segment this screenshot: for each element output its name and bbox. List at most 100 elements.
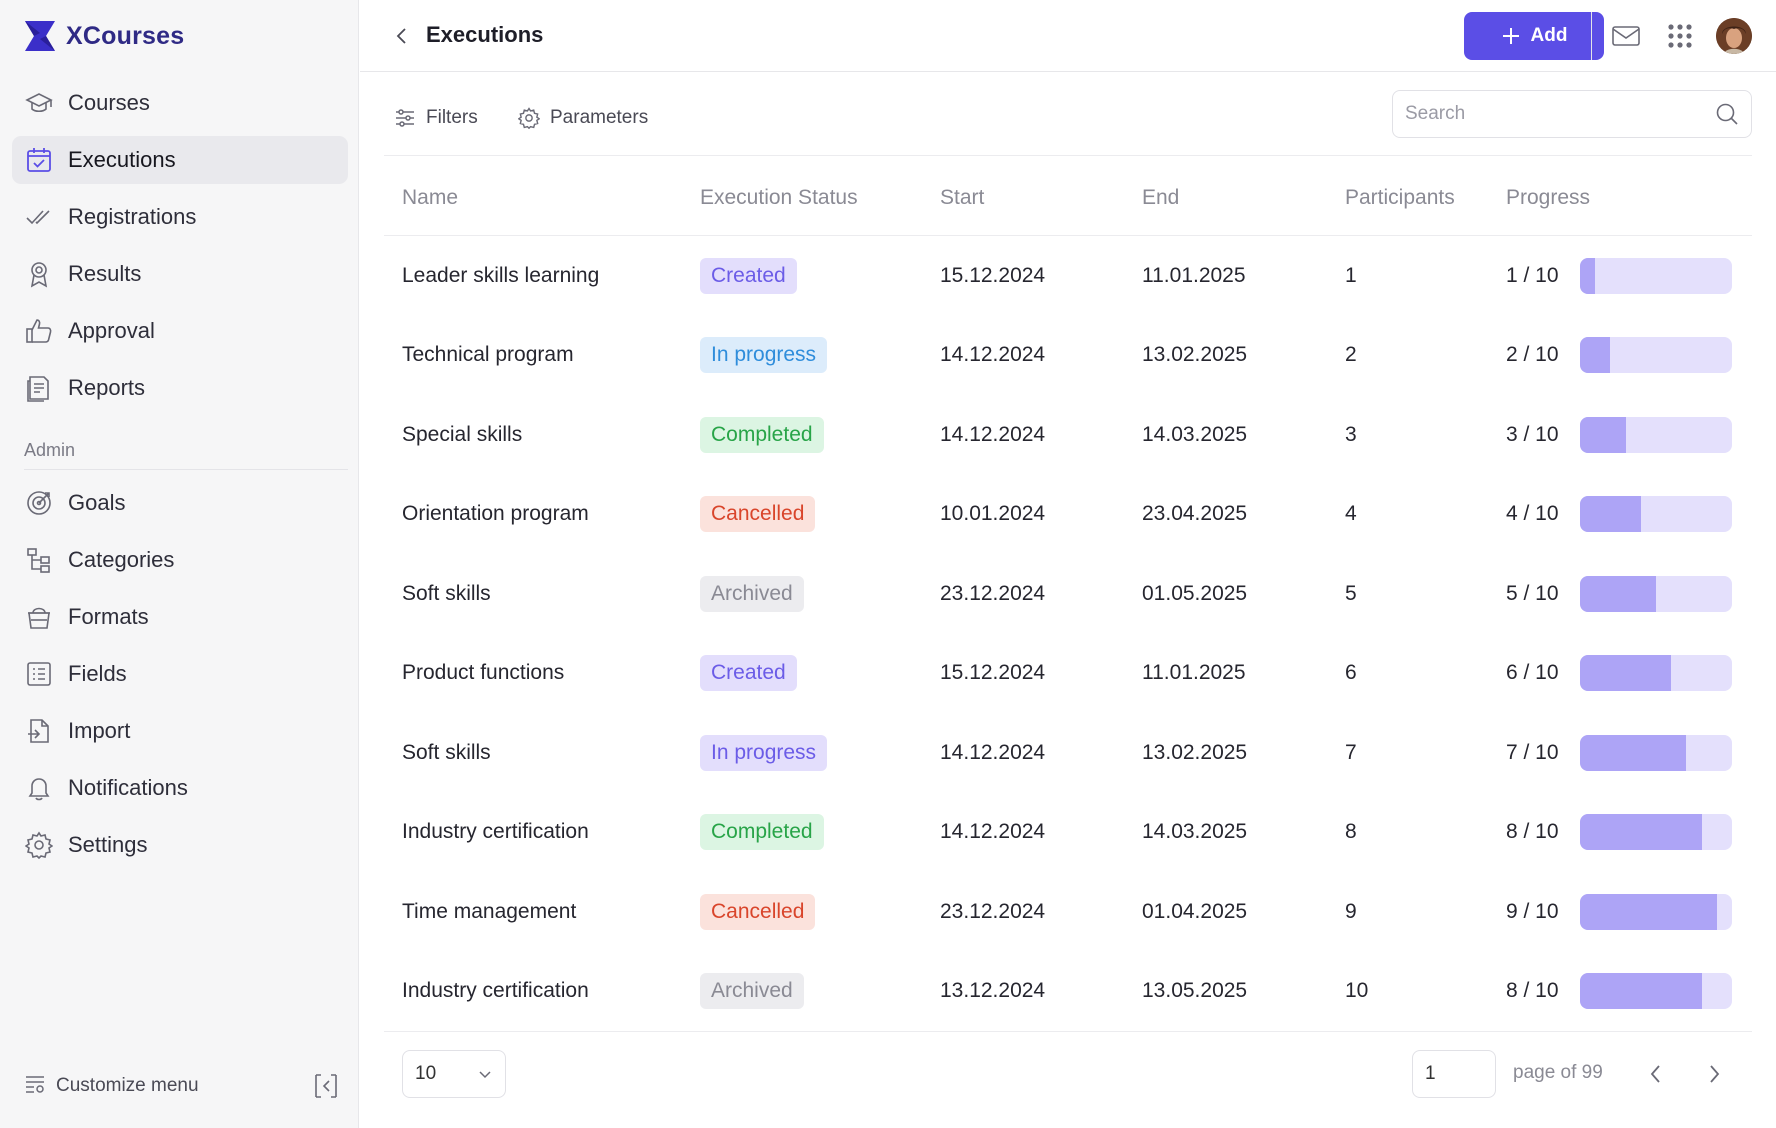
column-header-participants[interactable]: Participants (1345, 186, 1455, 209)
column-header-end[interactable]: End (1142, 186, 1180, 209)
cell-participants: 4 (1345, 502, 1357, 526)
page-number-input[interactable]: 1 (1412, 1050, 1496, 1098)
customize-menu-label: Customize menu (56, 1075, 199, 1096)
progress-text: 3 / 10 (1506, 422, 1559, 446)
cell-name: Industry certification (402, 820, 589, 844)
sidebar-item-label: Settings (68, 832, 148, 857)
customize-menu-button[interactable]: Customize menu (24, 1066, 342, 1106)
table-row[interactable]: Soft skills In progress 14.12.2024 13.02.20… (384, 713, 1752, 793)
cell-start: 14.12.2024 (940, 422, 1046, 446)
sidebar-item-categories[interactable]: Categories (12, 536, 348, 584)
cell-participants: 5 (1345, 581, 1357, 605)
table-row[interactable]: Leader skills learning Created 15.12.2024 1… (384, 236, 1752, 316)
table-row[interactable]: Special skills Completed 14.12.2024 14.03.2… (384, 395, 1752, 475)
progress-bar (1580, 496, 1732, 533)
table-row[interactable]: Technical program In progress 14.12.2024 13… (384, 316, 1752, 396)
cell-participants: 8 (1345, 820, 1357, 844)
hierarchy-icon (24, 545, 54, 575)
table-body: Leader skills learning Created 15.12.2024 1… (384, 236, 1752, 1031)
next-page-button[interactable] (1698, 1058, 1730, 1090)
table-footer: 10 1 page of 99 (384, 1031, 1752, 1128)
sidebar-item-executions[interactable]: Executions (12, 136, 348, 184)
column-header-start[interactable]: Start (940, 186, 985, 209)
table-row[interactable]: Product functions Created 15.12.2024 11.01.… (384, 634, 1752, 714)
cell-participants: 9 (1345, 899, 1357, 923)
progress-bar (1580, 973, 1732, 1010)
filters-button[interactable]: Filters (394, 100, 478, 136)
current-page-value: 1 (1425, 1063, 1436, 1084)
cell-start: 14.12.2024 (940, 820, 1046, 844)
status-badge: Created (700, 257, 797, 294)
filters-label: Filters (426, 107, 478, 128)
parameters-button[interactable]: Parameters (518, 100, 648, 136)
status-badge: Cancelled (700, 893, 816, 930)
calendar-check-icon (24, 145, 54, 175)
mail-button[interactable] (1608, 18, 1644, 54)
cell-start: 14.12.2024 (940, 343, 1046, 367)
sidebar-item-settings[interactable]: Settings (12, 821, 348, 869)
sidebar: XCourses Courses Executions Registration… (0, 0, 359, 1128)
table-row[interactable]: Industry certification Archived 13.12.2024… (384, 952, 1752, 1032)
progress-bar-fill (1580, 575, 1656, 612)
sidebar-item-formats[interactable]: Formats (12, 593, 348, 641)
add-button[interactable]: Add (1464, 12, 1604, 60)
cell-participants: 1 (1345, 263, 1357, 287)
main-nav: Courses Executions Registrations Results… (12, 79, 348, 421)
cell-participants: 7 (1345, 740, 1357, 764)
status-badge: Completed (700, 814, 824, 851)
column-header-name[interactable]: Name (402, 186, 459, 209)
mail-icon (1612, 26, 1640, 46)
sidebar-item-goals[interactable]: Goals (12, 479, 348, 527)
graduation-cap-icon (24, 88, 54, 118)
sidebar-item-reports[interactable]: Reports (12, 364, 348, 412)
sidebar-item-import[interactable]: Import (12, 707, 348, 755)
cell-name: Orientation program (402, 502, 589, 526)
progress-text: 8 / 10 (1506, 979, 1559, 1003)
sidebar-item-fields[interactable]: Fields (12, 650, 348, 698)
sidebar-item-registrations[interactable]: Registrations (12, 193, 348, 241)
table-row[interactable]: Time management Cancelled 23.12.2024 01.04.… (384, 872, 1752, 952)
cell-participants: 2 (1345, 343, 1357, 367)
app-name: XCourses (66, 21, 185, 50)
collapse-sidebar-icon (315, 1074, 337, 1098)
apps-grid-button[interactable] (1662, 18, 1698, 54)
cell-end: 13.02.2025 (1142, 343, 1248, 367)
rows-per-page-select[interactable]: 10 (402, 1050, 506, 1098)
table-row[interactable]: Soft skills Archived 23.12.2024 01.05.2025 5… (384, 554, 1752, 634)
cell-end: 11.01.2025 (1142, 661, 1246, 685)
progress-text: 5 / 10 (1506, 581, 1559, 605)
cell-name: Product functions (402, 661, 565, 685)
cell-start: 23.12.2024 (940, 581, 1046, 605)
table-row[interactable]: Industry certification Completed 14.12.202… (384, 793, 1752, 873)
cell-participants: 3 (1345, 422, 1357, 446)
cell-end: 13.02.2025 (1142, 740, 1248, 764)
sidebar-item-label: Registrations (68, 204, 197, 229)
report-document-icon (24, 373, 54, 403)
avatar-portrait-icon (1716, 18, 1752, 54)
add-button-label: Add (1530, 25, 1568, 46)
user-avatar[interactable] (1716, 18, 1752, 54)
collapse-sidebar-button[interactable] (310, 1070, 342, 1102)
sidebar-item-label: Approval (68, 318, 155, 343)
back-button[interactable] (388, 22, 416, 50)
search-icon[interactable] (1715, 102, 1739, 126)
cell-start: 15.12.2024 (940, 263, 1046, 287)
sidebar-item-approval[interactable]: Approval (12, 307, 348, 355)
progress-bar-fill (1580, 496, 1641, 533)
search-input[interactable] (1405, 103, 1715, 125)
sidebar-item-results[interactable]: Results (12, 250, 348, 298)
sidebar-item-notifications[interactable]: Notifications (12, 764, 348, 812)
progress-bar (1580, 575, 1732, 612)
column-header-progress[interactable]: Progress (1506, 186, 1591, 209)
app-logo[interactable]: XCourses (24, 18, 184, 54)
sidebar-item-courses[interactable]: Courses (12, 79, 348, 127)
cell-end: 14.03.2025 (1142, 422, 1248, 446)
progress-text: 8 / 10 (1506, 820, 1559, 844)
column-header-status[interactable]: Execution Status (700, 186, 858, 209)
progress-bar-fill (1580, 814, 1702, 851)
cell-progress: 4 / 10 (1506, 475, 1736, 555)
previous-page-button[interactable] (1640, 1058, 1672, 1090)
gear-icon (24, 830, 54, 860)
table-row[interactable]: Orientation program Cancelled 10.01.2024 23… (384, 475, 1752, 555)
cell-progress: 3 / 10 (1506, 395, 1736, 475)
